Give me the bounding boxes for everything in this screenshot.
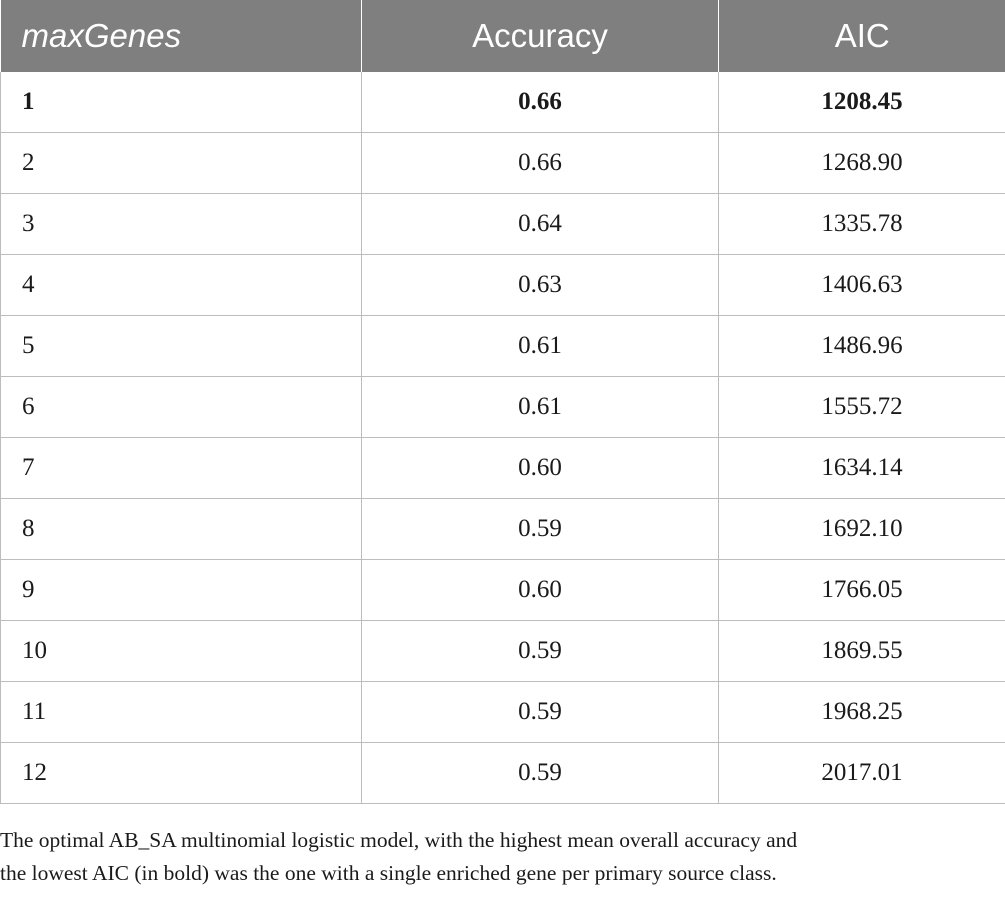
cell-maxgenes: 2 xyxy=(0,132,362,194)
cell-accuracy: 0.59 xyxy=(361,498,719,560)
table-row: 8 0.59 1692.10 xyxy=(0,498,1005,560)
cell-accuracy: 0.63 xyxy=(361,254,719,316)
cell-maxgenes: 8 xyxy=(0,498,362,560)
cell-maxgenes: 6 xyxy=(0,376,362,438)
cell-maxgenes: 12 xyxy=(0,742,362,804)
header-accuracy: Accuracy xyxy=(361,0,719,72)
cell-accuracy: 0.66 xyxy=(361,132,719,194)
table-row: 12 0.59 2017.01 xyxy=(0,742,1005,804)
cell-aic: 1268.90 xyxy=(718,132,1005,194)
table-caption: The optimal AB_SA multinomial logistic m… xyxy=(0,824,1005,890)
header-aic: AIC xyxy=(718,0,1005,72)
cell-accuracy: 0.59 xyxy=(361,681,719,743)
table-header-row: maxGenes Accuracy AIC xyxy=(0,0,1005,72)
table-row: 5 0.61 1486.96 xyxy=(0,315,1005,377)
cell-aic: 1208.45 xyxy=(718,72,1005,133)
table-row: 9 0.60 1766.05 xyxy=(0,559,1005,621)
table-row: 2 0.66 1268.90 xyxy=(0,132,1005,194)
table-row: 1 0.66 1208.45 xyxy=(0,72,1005,133)
cell-accuracy: 0.64 xyxy=(361,193,719,255)
cell-aic: 2017.01 xyxy=(718,742,1005,804)
cell-aic: 1335.78 xyxy=(718,193,1005,255)
table-row: 10 0.59 1869.55 xyxy=(0,620,1005,682)
table-row: 4 0.63 1406.63 xyxy=(0,254,1005,316)
cell-aic: 1869.55 xyxy=(718,620,1005,682)
results-table: maxGenes Accuracy AIC 1 0.66 1208.45 2 0.66 1… xyxy=(0,0,1005,804)
cell-accuracy: 0.60 xyxy=(361,559,719,621)
table-row: 11 0.59 1968.25 xyxy=(0,681,1005,743)
cell-maxgenes: 7 xyxy=(0,437,362,499)
cell-maxgenes: 9 xyxy=(0,559,362,621)
cell-maxgenes: 4 xyxy=(0,254,362,316)
cell-accuracy: 0.60 xyxy=(361,437,719,499)
cell-aic: 1406.63 xyxy=(718,254,1005,316)
cell-maxgenes: 5 xyxy=(0,315,362,377)
cell-accuracy: 0.61 xyxy=(361,376,719,438)
cell-accuracy: 0.61 xyxy=(361,315,719,377)
cell-accuracy: 0.59 xyxy=(361,742,719,804)
caption-line-2: the lowest AIC (in bold) was the one wit… xyxy=(0,861,777,885)
table-row: 7 0.60 1634.14 xyxy=(0,437,1005,499)
cell-accuracy: 0.59 xyxy=(361,620,719,682)
cell-maxgenes: 1 xyxy=(0,72,362,133)
cell-aic: 1692.10 xyxy=(718,498,1005,560)
results-table-container: maxGenes Accuracy AIC 1 0.66 1208.45 2 0.66 1… xyxy=(0,0,1005,804)
cell-aic: 1766.05 xyxy=(718,559,1005,621)
cell-aic: 1555.72 xyxy=(718,376,1005,438)
cell-maxgenes: 3 xyxy=(0,193,362,255)
cell-maxgenes: 10 xyxy=(0,620,362,682)
cell-aic: 1486.96 xyxy=(718,315,1005,377)
header-maxgenes: maxGenes xyxy=(0,0,362,72)
table-body: 1 0.66 1208.45 2 0.66 1268.90 3 0.64 1335.78 4 0.6… xyxy=(0,72,1005,804)
cell-maxgenes: 11 xyxy=(0,681,362,743)
cell-aic: 1968.25 xyxy=(718,681,1005,743)
caption-line-1: The optimal AB_SA multinomial logistic m… xyxy=(0,828,798,852)
cell-aic: 1634.14 xyxy=(718,437,1005,499)
table-row: 3 0.64 1335.78 xyxy=(0,193,1005,255)
table-row: 6 0.61 1555.72 xyxy=(0,376,1005,438)
cell-accuracy: 0.66 xyxy=(361,72,719,133)
